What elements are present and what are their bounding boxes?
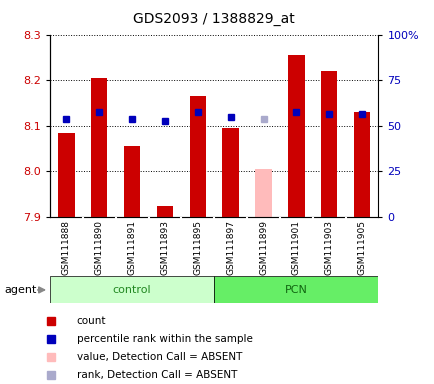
Bar bbox=[91, 78, 107, 217]
Bar bbox=[255, 169, 271, 217]
Text: GSM111895: GSM111895 bbox=[193, 220, 202, 275]
Text: GSM111893: GSM111893 bbox=[160, 220, 169, 275]
Bar bbox=[124, 146, 140, 217]
Text: GSM111897: GSM111897 bbox=[226, 220, 235, 275]
Text: percentile rank within the sample: percentile rank within the sample bbox=[76, 334, 252, 344]
Text: PCN: PCN bbox=[284, 285, 307, 295]
Bar bbox=[287, 55, 304, 217]
Text: GSM111899: GSM111899 bbox=[258, 220, 267, 275]
Text: count: count bbox=[76, 316, 106, 326]
Text: control: control bbox=[112, 285, 151, 295]
Text: value, Detection Call = ABSENT: value, Detection Call = ABSENT bbox=[76, 352, 241, 362]
Text: GSM111891: GSM111891 bbox=[127, 220, 136, 275]
Text: agent: agent bbox=[4, 285, 36, 295]
Bar bbox=[189, 96, 206, 217]
Text: GSM111905: GSM111905 bbox=[357, 220, 366, 275]
Bar bbox=[156, 205, 173, 217]
Text: GSM111890: GSM111890 bbox=[95, 220, 104, 275]
Text: GDS2093 / 1388829_at: GDS2093 / 1388829_at bbox=[133, 12, 294, 25]
Bar bbox=[353, 112, 369, 217]
Bar bbox=[214, 276, 378, 303]
Bar bbox=[222, 128, 238, 217]
Text: GSM111888: GSM111888 bbox=[62, 220, 71, 275]
Bar bbox=[58, 132, 75, 217]
Text: GSM111901: GSM111901 bbox=[291, 220, 300, 275]
Text: rank, Detection Call = ABSENT: rank, Detection Call = ABSENT bbox=[76, 370, 237, 380]
Text: GSM111903: GSM111903 bbox=[324, 220, 333, 275]
Bar bbox=[320, 71, 337, 217]
Bar bbox=[50, 276, 214, 303]
